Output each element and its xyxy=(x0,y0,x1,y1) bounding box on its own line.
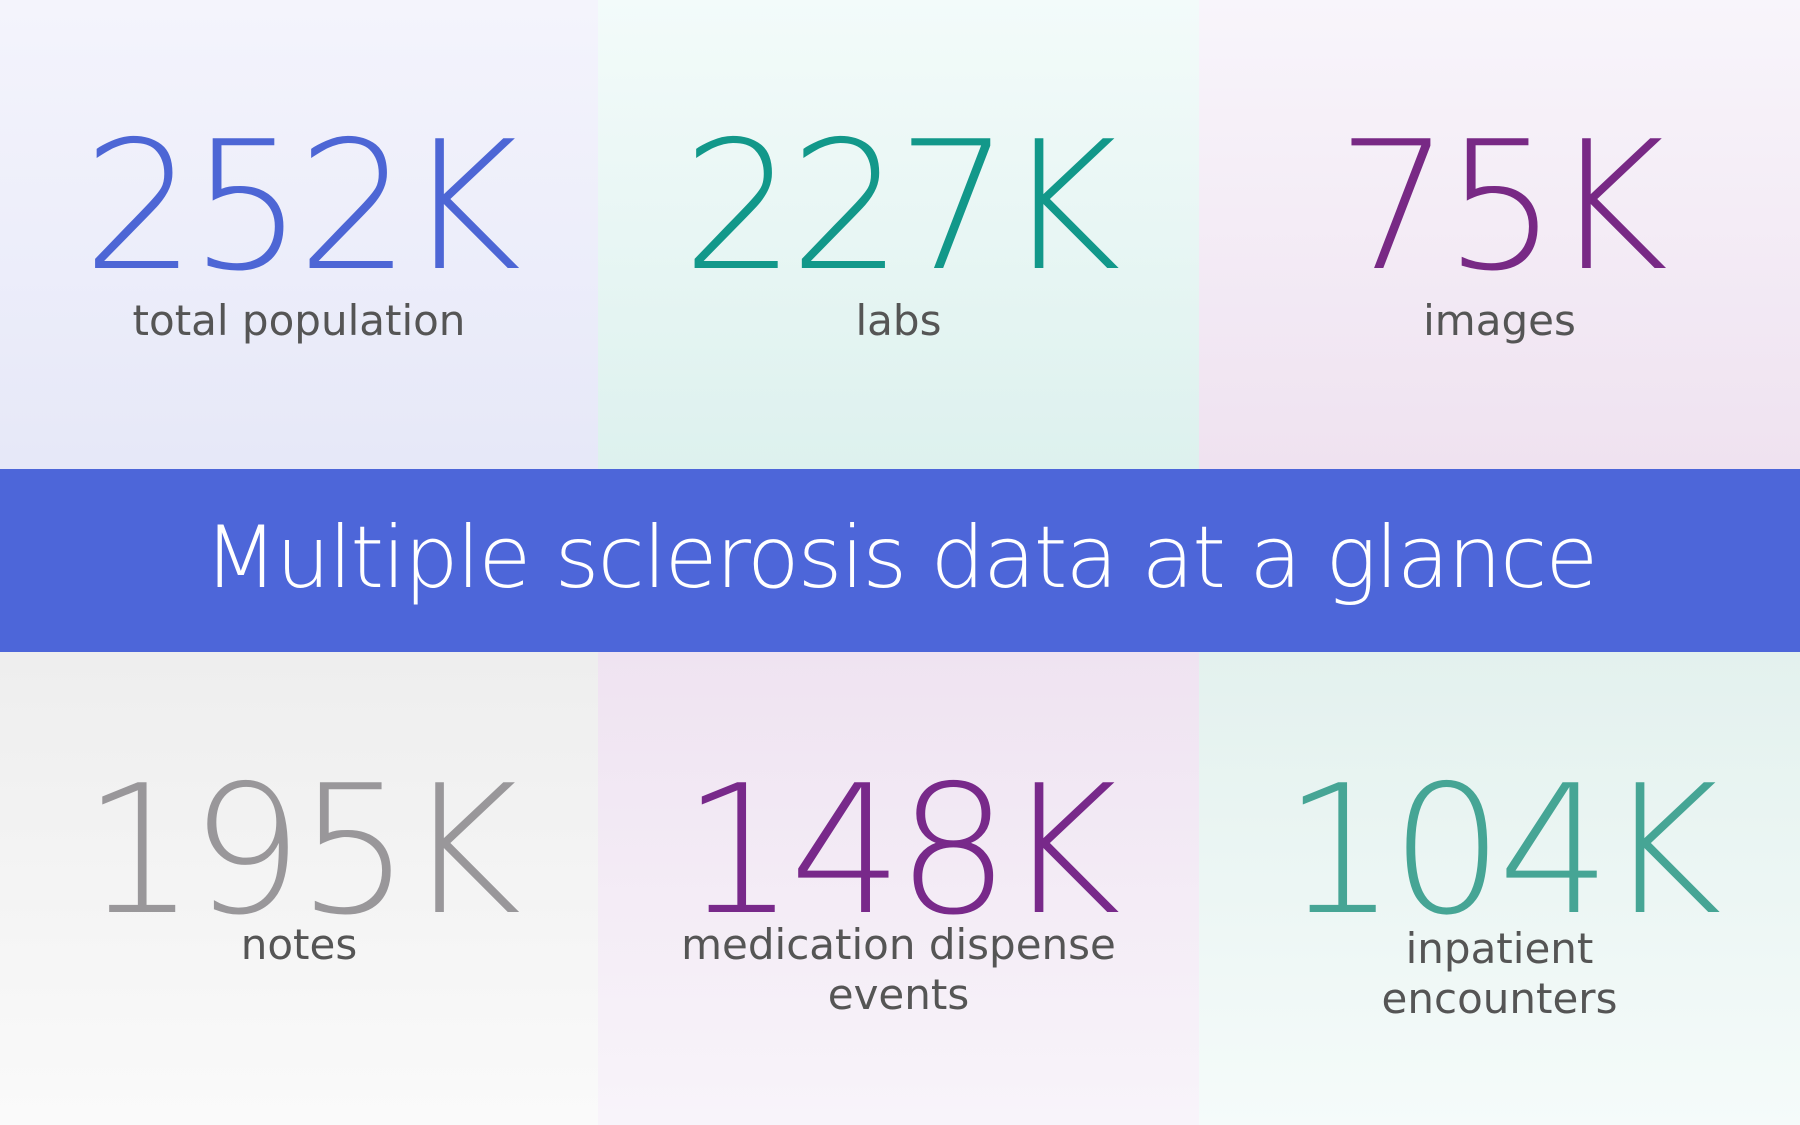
stat-value: 252K xyxy=(82,103,521,310)
stats-row-top: 252K total population 227K labs 75K imag… xyxy=(0,0,1800,469)
stat-label: total population xyxy=(132,296,466,345)
stat-tile-medication-dispense-events: 148K medication dispense events xyxy=(598,652,1199,1125)
stat-tile-labs: 227K labs xyxy=(598,0,1199,469)
stats-row-bottom: 195K notes 148K medication dispense even… xyxy=(0,652,1800,1125)
stat-tile-notes: 195K notes xyxy=(0,652,598,1125)
stat-label: medication dispense events xyxy=(681,920,1116,1019)
stat-value: 104K xyxy=(1283,747,1721,954)
stat-value: 148K xyxy=(682,747,1120,954)
stat-label: notes xyxy=(240,920,358,969)
stat-tile-images: 75K images xyxy=(1199,0,1800,469)
stat-label: labs xyxy=(855,296,942,345)
stat-value: 227K xyxy=(682,103,1120,310)
stat-label: images xyxy=(1423,296,1576,345)
title-banner: Multiple sclerosis data at a glance xyxy=(0,469,1800,652)
page-title: Multiple sclerosis data at a glance xyxy=(203,507,1599,608)
stat-value: 75K xyxy=(1336,103,1668,310)
stat-tile-total-population: 252K total population xyxy=(0,0,598,469)
stat-tile-inpatient-encounters: 104K inpatient encounters xyxy=(1199,652,1800,1125)
stat-value: 195K xyxy=(82,747,521,954)
stat-label: inpatient encounters xyxy=(1381,924,1618,1023)
